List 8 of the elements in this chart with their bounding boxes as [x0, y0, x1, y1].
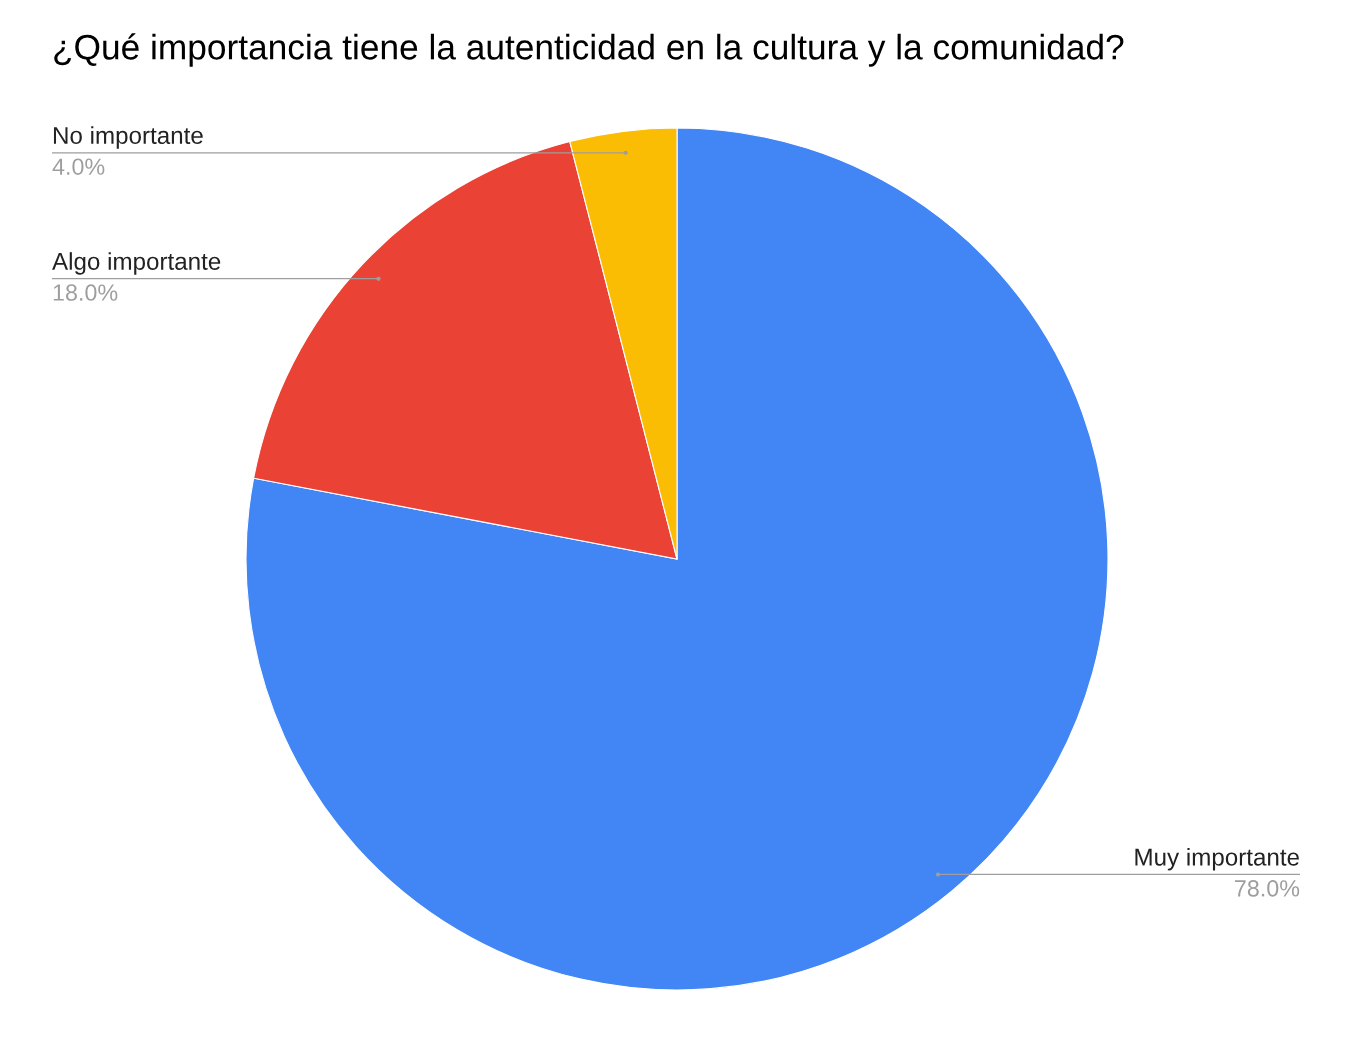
data-label: 4.0%	[52, 158, 105, 175]
data-label: 78.0%	[1235, 880, 1300, 897]
slice-label: No importante	[53, 126, 203, 149]
slice-label: Algo importante	[52, 252, 221, 275]
chart-title: ¿Qué importancia tiene la autenticidad en la cultura y la comunidad?	[54, 33, 1124, 67]
slice-label: Muy importante	[1135, 847, 1299, 871]
pie-slice	[245, 127, 1109, 991]
data-label: 18.0%	[53, 284, 118, 301]
